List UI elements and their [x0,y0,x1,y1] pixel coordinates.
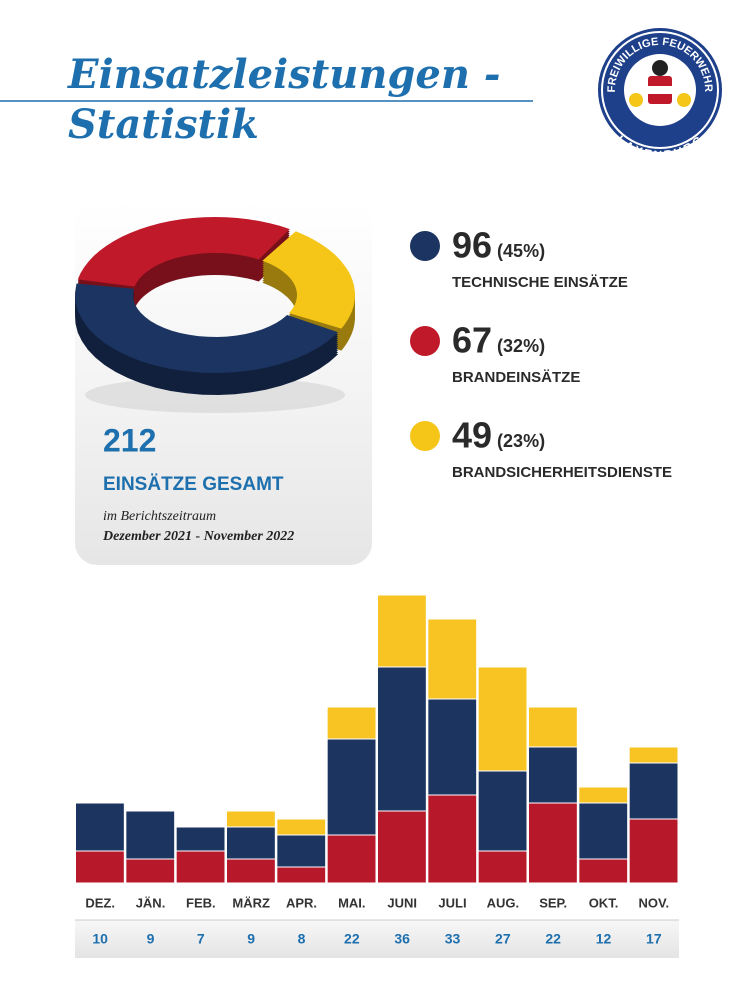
bar-segment [175,826,226,852]
bar-segment [427,794,478,884]
x-tick-label: JÄN. [136,895,166,910]
month-total: 9 [147,931,155,947]
month-total: 27 [495,931,511,947]
bar-segment [326,834,377,884]
bar-segment [75,802,125,852]
logo-ring [601,31,719,149]
bar-segment [326,706,377,740]
bar-segment [175,850,226,884]
bar-segment [226,810,276,828]
totals-band [75,920,679,958]
total-number: 212 [103,422,156,458]
bar-segment [326,738,377,836]
legend-percent: (32%) [497,336,545,356]
bar-chart: DEZ. JÄN. FEB. MÄRZ APR. MAI. JUNI JULI AUG. SEP.… [75,594,679,910]
bar-segment [377,666,427,812]
x-tick-label: MAI. [338,895,365,910]
bar-segment [477,666,528,772]
bar-segment [528,706,578,748]
legend-percent: (23%) [497,431,545,451]
logo-bucket [677,93,691,107]
bar-segment [528,802,578,884]
total-label: EINSÄTZE GESAMT [103,474,284,495]
x-tick-label: DEZ. [85,895,115,910]
bar-segment [477,850,528,884]
logo: FREIWILLIGE FEUERWEHR LAXENBURG [598,28,722,162]
legend-label: BRANDSICHERHEITSDIENSTE [452,464,672,481]
bar-segment [427,618,478,700]
x-tick-label: SEP. [539,895,567,910]
donut-segment [77,217,290,287]
logo-shield-band [648,86,672,94]
month-total: 7 [197,931,205,947]
x-tick-label: NOV. [639,895,670,910]
donut-segment [262,231,355,329]
legend-value: 67 [452,320,492,361]
x-tick-label: JULI [438,895,466,910]
bar-segment [477,770,528,852]
logo-helmet [652,60,668,76]
legend-value: 49 [452,415,492,456]
bar-segment [125,810,176,860]
period-intro: im Berichtszeitraum [103,509,216,524]
month-total: 22 [344,931,360,947]
bar-segment [628,818,679,884]
legend: 96 (45%) TECHNISCHE EINSÄTZE 67 (32%) BRANDEI… [410,225,672,481]
title-line: Statistik [68,101,259,148]
month-total: 12 [596,931,612,947]
x-tick-label: OKT. [589,895,619,910]
x-tick-label: FEB. [186,895,216,910]
bar-segment [628,762,679,820]
bar-segment [628,746,679,764]
month-total: 10 [92,931,108,947]
period: Dezember 2021 - November 2022 [102,529,294,544]
legend-label: TECHNISCHE EINSÄTZE [452,274,628,291]
donut-segment [75,283,339,373]
bar-segment [578,802,629,860]
x-tick-label: MÄRZ [232,895,270,910]
legend-label: BRANDEINSÄTZE [452,369,580,386]
bar-segment [276,818,327,836]
totals-row: 10 9 7 9 8 22 36 33 27 22 12 17 [92,931,661,947]
bar-segment [125,858,176,884]
title-line: Einsatzleistungen - [67,51,500,98]
logo-bucket [629,93,643,107]
month-total: 22 [545,931,561,947]
donut [75,217,355,395]
month-total: 33 [445,931,461,947]
month-total: 8 [298,931,306,947]
bar-segment [226,826,276,860]
bar-segment [276,834,327,868]
bar-segment [377,594,427,668]
x-tick-label: AUG. [487,895,520,910]
month-total: 17 [646,931,662,947]
bar-segment [578,786,629,804]
bar-segment [377,810,427,884]
bar-segment [578,858,629,884]
bar-segment [75,850,125,884]
legend-swatch [410,326,440,356]
legend-percent: (45%) [497,241,545,261]
x-tick-label: APR. [286,895,317,910]
bar-segment [276,866,327,884]
month-total: 36 [394,931,410,947]
month-total: 9 [247,931,255,947]
x-tick-label: JUNI [387,895,417,910]
legend-swatch [410,421,440,451]
legend-value: 96 [452,225,492,266]
bar-segment [528,746,578,804]
legend-swatch [410,231,440,261]
bar-segment [226,858,276,884]
bar-segment [427,698,478,796]
